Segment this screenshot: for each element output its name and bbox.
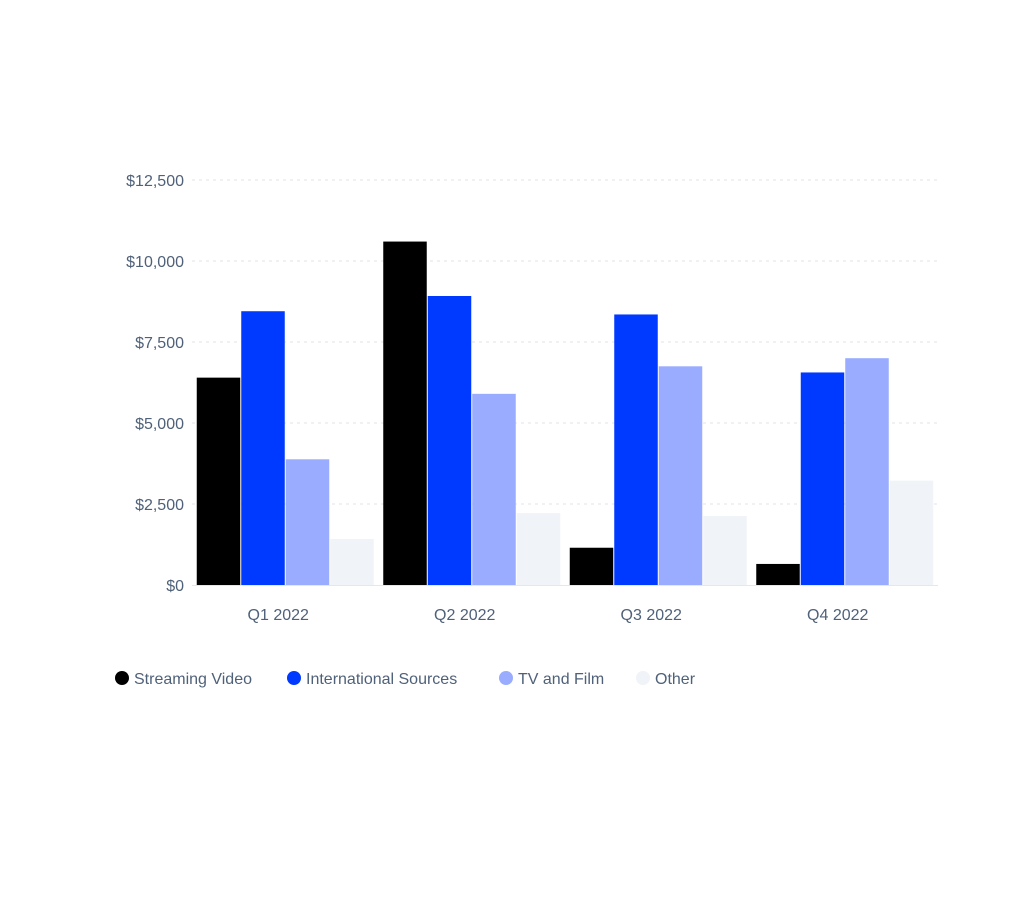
legend-swatch [636, 671, 650, 685]
legend-label: Streaming Video [134, 671, 252, 688]
bar-international-sources-q1-2022 [241, 311, 285, 585]
legend-item-other: Other [636, 671, 696, 688]
legend-swatch [287, 671, 301, 685]
bar-streaming-video-q2-2022 [383, 241, 427, 585]
legend-item-streaming-video: Streaming Video [115, 671, 252, 688]
x-tick-label: Q4 2022 [807, 607, 868, 624]
y-tick-label: $10,000 [126, 254, 184, 271]
legend-item-international-sources: International Sources [287, 671, 457, 688]
legend-item-tv-and-film: TV and Film [499, 671, 604, 688]
x-tick-label: Q1 2022 [248, 607, 309, 624]
y-tick-label: $2,500 [135, 497, 184, 514]
y-tick-label: $12,500 [126, 173, 184, 190]
bar-other-q2-2022 [516, 513, 561, 585]
bar-tv-and-film-q3-2022 [658, 366, 703, 585]
bar-other-q3-2022 [703, 515, 747, 585]
legend-swatch [499, 671, 513, 685]
legend: Streaming Video International Sources TV a… [115, 671, 696, 688]
y-axis-ticks: $0 $2,500 $5,000 $7,500 $10,000 $12,500 [126, 173, 184, 595]
gridlines [192, 179, 938, 505]
bar-tv-and-film-q2-2022 [472, 393, 516, 585]
legend-label: International Sources [306, 671, 457, 688]
legend-label: Other [655, 671, 696, 688]
x-tick-label: Q3 2022 [621, 607, 682, 624]
bar-streaming-video-q4-2022 [756, 563, 800, 585]
bar-streaming-video-q3-2022 [569, 547, 614, 585]
bar-other-q1-2022 [330, 538, 374, 585]
y-tick-label: $0 [166, 578, 184, 595]
bar-international-sources-q2-2022 [427, 295, 472, 585]
legend-swatch [115, 671, 129, 685]
bars [196, 241, 934, 585]
bar-tv-and-film-q4-2022 [845, 358, 889, 585]
y-tick-label: $5,000 [135, 416, 184, 433]
bar-tv-and-film-q1-2022 [285, 459, 330, 585]
bar-international-sources-q4-2022 [800, 372, 845, 585]
bar-international-sources-q3-2022 [614, 314, 658, 585]
legend-label: TV and Film [518, 671, 604, 688]
y-tick-label: $7,500 [135, 335, 184, 352]
x-tick-label: Q2 2022 [434, 607, 495, 624]
x-axis-ticks: Q1 2022 Q2 2022 Q3 2022 Q4 2022 [248, 607, 869, 624]
bar-other-q4-2022 [889, 480, 934, 585]
bar-streaming-video-q1-2022 [196, 377, 241, 585]
